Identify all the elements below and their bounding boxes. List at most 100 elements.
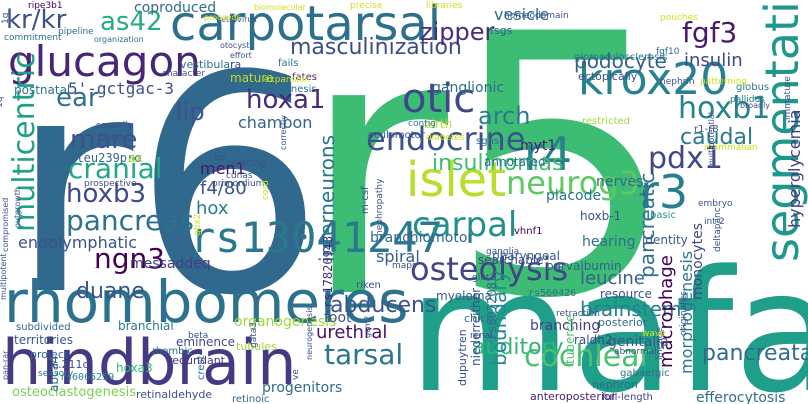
word-tubules: tubules xyxy=(236,340,277,353)
word-r3: r3 xyxy=(640,165,688,219)
word-sgns: sgns xyxy=(476,136,499,147)
word-mature: mature xyxy=(230,71,273,85)
word-boundary: boundary xyxy=(487,271,511,366)
word-posterior: posterior xyxy=(598,316,648,329)
word-5-gctgac-3: 5'-gctgac-3 xyxy=(68,79,174,98)
word-rs6065259: rs6065259 xyxy=(60,372,114,383)
word-parvalbumin: parvalbumin xyxy=(546,259,622,273)
word-cord: cord xyxy=(261,180,271,200)
word-lineage: lineage xyxy=(655,327,665,360)
word-diabetes: diabetes xyxy=(426,133,465,143)
word-gata3: gata3 xyxy=(249,322,259,348)
word-pouches: pouches xyxy=(660,13,698,23)
word-retinaldehyde: retinaldehyde xyxy=(136,388,212,401)
word-embryogenesis: embryogenesis xyxy=(240,84,317,95)
word-abca4: abca4 xyxy=(47,355,61,392)
word-bp: bp xyxy=(214,153,226,163)
word-m-csf: m-csf xyxy=(360,186,371,214)
word-monocytes: monocytes xyxy=(690,223,706,300)
word-rhombomeres: rhombomeres xyxy=(4,268,409,336)
word-cranial: cranial xyxy=(68,152,163,185)
word-tracing: tracing xyxy=(232,158,267,169)
word-kidney: kidney xyxy=(98,133,129,143)
word-organization: organization xyxy=(94,35,144,44)
word-cdnas: cdnas xyxy=(226,171,253,181)
word-pan-rar: pan-rar xyxy=(1,350,10,380)
word-gbx2: gbx2 xyxy=(193,214,203,236)
word-crest: crest xyxy=(196,355,207,380)
word-raldh2: raldh2 xyxy=(574,333,612,347)
word-character: character xyxy=(162,69,205,79)
word-pallidus: pallidus xyxy=(730,95,765,105)
word-basic: basic xyxy=(650,210,676,221)
word-expansion: expansion xyxy=(264,75,310,85)
word-retrovirus: retrovirus xyxy=(218,15,257,24)
word-multicentric: multicentric xyxy=(7,52,42,232)
word-wave: wave xyxy=(642,329,666,339)
word-glut2: glut2 xyxy=(472,273,495,283)
word-birth: birth xyxy=(424,117,452,131)
word-arch: arch xyxy=(478,102,530,130)
word-sexually: sexually xyxy=(96,121,134,131)
word-coproduced: coproduced xyxy=(134,0,216,16)
word-branching: branching xyxy=(530,318,600,334)
word-nerves: nerves xyxy=(596,174,643,190)
word-gcm2: gcm2 xyxy=(363,316,372,338)
word-otic: otic xyxy=(402,76,475,122)
word-islet: islet xyxy=(406,152,506,208)
word-correctly: correctly xyxy=(279,115,288,150)
word-endocrine: endocrine xyxy=(366,120,525,158)
word-vesicle: vesicle xyxy=(494,5,549,24)
word-rhombic: rhombic xyxy=(152,346,193,357)
word-hyperglycemia: hyperglycemia xyxy=(785,110,804,228)
word-pdx1: pdx1 xyxy=(648,141,723,176)
word-mammalian: mammalian xyxy=(704,143,758,153)
word-vestibular: vestibular xyxy=(180,58,235,71)
word-patterning: patterning xyxy=(700,77,747,87)
word-identity: identity xyxy=(642,233,688,247)
word-ve: ve xyxy=(291,369,301,380)
word-fates: fates xyxy=(292,72,317,83)
word-pancreatic: pancreatic xyxy=(635,173,659,278)
word-nephrin: nephrin xyxy=(660,77,695,87)
word-nephropathy: nephropathy xyxy=(375,178,385,236)
word-otocyst: otocyst xyxy=(220,41,249,50)
word-r6: r6 xyxy=(10,12,324,361)
word-retraction: retraction xyxy=(556,309,600,319)
word-mafa: mafa xyxy=(408,234,808,404)
word-biomolecular: biomolecular xyxy=(254,3,307,12)
word-foot: foot xyxy=(324,310,352,326)
word-osteolysis: osteolysis xyxy=(410,250,568,288)
word-f4-80: f4/80 xyxy=(200,178,247,199)
word-full-length: full-length xyxy=(602,392,653,403)
word-sensory: sensory xyxy=(38,369,74,379)
word-leucine: leucine xyxy=(580,268,645,289)
word-interneurons: interneurons xyxy=(315,135,339,262)
word-deltapanc: deltapanc xyxy=(713,207,723,252)
word-ear: ear xyxy=(56,83,99,113)
word-ripe3b1: ripe3b1 xyxy=(28,1,63,11)
word-hox: hox xyxy=(196,198,229,219)
word-retinoic: retinoic xyxy=(232,394,269,404)
word-abnormal: abnormal xyxy=(614,347,657,357)
word-ngn3: ngn3 xyxy=(94,267,97,269)
word-chick: chick xyxy=(464,312,493,325)
word-fgf3: fgf3 xyxy=(682,16,737,49)
word-duane: duane xyxy=(76,279,145,304)
word-chambon: chambon xyxy=(238,113,312,132)
word-carpal: carpal xyxy=(412,205,517,245)
word-outgrowth: outgrowth xyxy=(13,187,22,228)
word-ax: ax xyxy=(128,151,142,165)
word-myeloma: myeloma xyxy=(436,289,492,303)
word-ra: ra xyxy=(230,58,241,71)
word-zipper: zipper xyxy=(420,18,495,46)
word-embryo: embryo xyxy=(698,199,733,209)
word-annotated: annotated xyxy=(484,155,546,169)
word-tubercle: tubercle xyxy=(563,315,577,364)
word-as42: as42 xyxy=(100,7,163,37)
word-placode: placode xyxy=(546,188,601,204)
word-rs560426: rs560426 xyxy=(528,288,576,299)
word-fails: fails xyxy=(278,58,298,69)
word-r4: r4 xyxy=(524,127,572,181)
